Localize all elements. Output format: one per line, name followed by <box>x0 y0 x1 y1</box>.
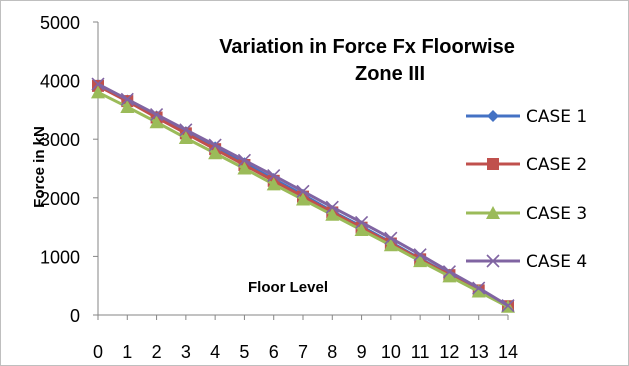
series-case-4 <box>91 77 515 313</box>
data-point <box>413 248 427 262</box>
data-point <box>208 138 222 152</box>
data-point <box>267 168 281 183</box>
data-point <box>150 108 164 122</box>
x-tick-label: 14 <box>498 342 518 362</box>
x-tick-label: 10 <box>381 342 401 362</box>
x-ticks: 0 1 2 3 4 5 6 7 8 9 10 11 12 13 14 <box>93 315 518 362</box>
x-tick-label: 8 <box>327 342 337 362</box>
legend-item-case-1: CASE 1 <box>466 107 587 127</box>
x-tick-label: 6 <box>269 342 279 362</box>
data-point <box>384 231 398 245</box>
legend-label: CASE 3 <box>526 204 587 224</box>
data-point <box>120 99 135 113</box>
x-tick-label: 13 <box>469 342 489 362</box>
legend-label: CASE 2 <box>526 155 587 175</box>
data-point <box>354 223 369 237</box>
data-point <box>91 77 105 91</box>
data-point <box>120 92 134 106</box>
chart-title: Variation in Force Fx Floorwise <box>219 36 515 58</box>
legend-item-case-4: CASE 4 <box>466 252 587 272</box>
data-point <box>355 215 369 229</box>
x-tick-label: 12 <box>439 342 459 362</box>
data-point <box>413 254 428 268</box>
data-point <box>296 192 310 206</box>
x-tick-label: 2 <box>152 342 162 362</box>
legend-swatch-marker <box>487 110 499 122</box>
data-point <box>442 269 457 283</box>
data-point <box>383 238 398 252</box>
x-tick-label: 11 <box>411 342 430 362</box>
legend: CASE 1 CASE 2 CASE 3 CASE 4 <box>466 107 587 272</box>
data-point <box>442 265 456 279</box>
legend-label: CASE 1 <box>526 107 587 127</box>
series-layer <box>91 77 515 313</box>
y-axis-title: Force in kN <box>31 126 48 208</box>
chart-subtitle: Zone III <box>355 63 425 85</box>
data-point <box>91 85 105 99</box>
data-point <box>325 200 339 214</box>
y-ticks: 0 1000 2000 3000 4000 5000 <box>40 13 98 326</box>
y-tick-label: 3000 <box>40 130 80 150</box>
x-axis-title: Floor Level <box>248 279 328 296</box>
data-point <box>325 207 340 221</box>
data-point <box>179 123 193 137</box>
y-tick-label: 2000 <box>40 189 80 209</box>
x-tick-label: 7 <box>298 342 308 362</box>
x-tick-label: 4 <box>210 342 220 362</box>
legend-swatch-marker <box>486 206 500 219</box>
legend-swatch-marker <box>487 158 499 170</box>
data-point <box>296 184 310 198</box>
y-tick-label: 5000 <box>40 13 80 33</box>
x-tick-label: 0 <box>93 342 103 362</box>
data-point <box>471 284 486 298</box>
data-point <box>237 153 251 167</box>
y-tick-label: 0 <box>70 306 80 326</box>
x-tick-label: 5 <box>239 342 249 362</box>
data-point <box>208 146 223 160</box>
data-point <box>149 115 164 129</box>
x-tick-label: 9 <box>357 342 367 362</box>
legend-label: CASE 4 <box>526 252 587 272</box>
legend-item-case-3: CASE 3 <box>466 204 587 224</box>
y-tick-label: 4000 <box>40 72 80 92</box>
x-tick-label: 1 <box>122 342 132 362</box>
legend-swatch-marker <box>486 254 500 268</box>
legend-item-case-2: CASE 2 <box>466 155 587 175</box>
data-point <box>472 281 486 295</box>
data-point <box>237 161 252 175</box>
data-point <box>178 131 193 145</box>
x-tick-label: 3 <box>181 342 191 362</box>
data-point <box>266 177 281 191</box>
y-tick-label: 1000 <box>40 247 80 267</box>
data-point <box>501 299 515 313</box>
